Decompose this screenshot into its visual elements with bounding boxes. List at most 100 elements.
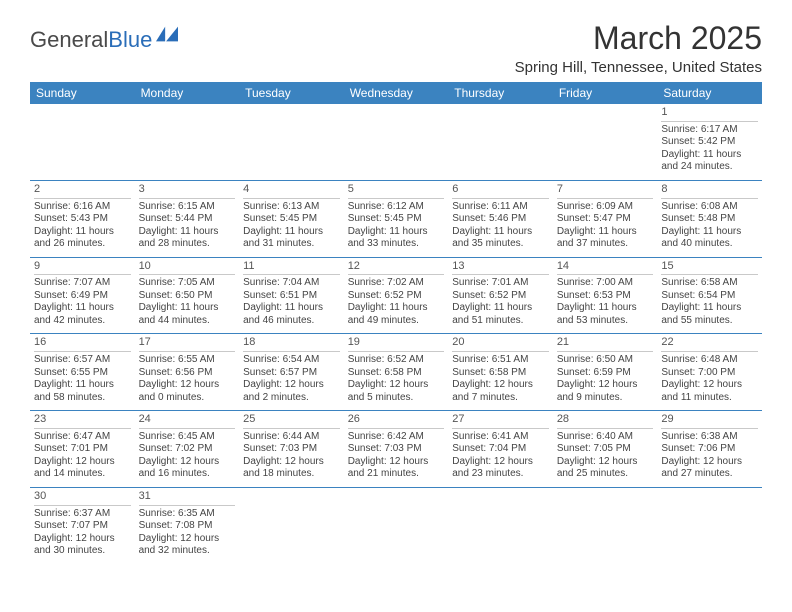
day-number: 24 [139, 413, 236, 429]
calendar-cell: 13Sunrise: 7:01 AMSunset: 6:52 PMDayligh… [448, 257, 553, 334]
sunrise-text: Sunrise: 6:40 AM [557, 431, 654, 444]
day-number: 11 [243, 260, 340, 276]
calendar-cell: 15Sunrise: 6:58 AMSunset: 6:54 PMDayligh… [657, 257, 762, 334]
sunrise-text: Sunrise: 6:37 AM [34, 508, 131, 521]
sunset-text: Sunset: 7:06 PM [661, 443, 758, 456]
sunset-text: Sunset: 6:52 PM [348, 290, 445, 303]
header: GeneralBlue March 2025 Spring Hill, Tenn… [30, 20, 762, 76]
day-number: 5 [348, 183, 445, 199]
brand-logo: GeneralBlue [30, 26, 178, 54]
calendar-row: 1Sunrise: 6:17 AMSunset: 5:42 PMDaylight… [30, 104, 762, 180]
day-number: 19 [348, 336, 445, 352]
calendar-cell: 1Sunrise: 6:17 AMSunset: 5:42 PMDaylight… [657, 104, 762, 180]
calendar-cell [553, 487, 658, 563]
calendar-cell: 18Sunrise: 6:54 AMSunset: 6:57 PMDayligh… [239, 334, 344, 411]
day-number: 2 [34, 183, 131, 199]
sunrise-text: Sunrise: 7:01 AM [452, 277, 549, 290]
sunrise-text: Sunrise: 6:44 AM [243, 431, 340, 444]
calendar-cell: 27Sunrise: 6:41 AMSunset: 7:04 PMDayligh… [448, 411, 553, 488]
sunset-text: Sunset: 5:46 PM [452, 213, 549, 226]
day-number: 30 [34, 490, 131, 506]
sunset-text: Sunset: 5:48 PM [661, 213, 758, 226]
sunset-text: Sunset: 6:49 PM [34, 290, 131, 303]
day-number: 21 [557, 336, 654, 352]
daylight-text: Daylight: 11 hours and 28 minutes. [139, 226, 236, 251]
day-number: 31 [139, 490, 236, 506]
daylight-text: Daylight: 11 hours and 37 minutes. [557, 226, 654, 251]
calendar-cell: 30Sunrise: 6:37 AMSunset: 7:07 PMDayligh… [30, 487, 135, 563]
day-number: 12 [348, 260, 445, 276]
sunset-text: Sunset: 6:58 PM [348, 367, 445, 380]
daylight-text: Daylight: 12 hours and 5 minutes. [348, 379, 445, 404]
weekday-header: Sunday [30, 82, 135, 104]
calendar-table: Sunday Monday Tuesday Wednesday Thursday… [30, 82, 762, 564]
daylight-text: Daylight: 11 hours and 35 minutes. [452, 226, 549, 251]
daylight-text: Daylight: 11 hours and 33 minutes. [348, 226, 445, 251]
calendar-row: 16Sunrise: 6:57 AMSunset: 6:55 PMDayligh… [30, 334, 762, 411]
calendar-cell: 24Sunrise: 6:45 AMSunset: 7:02 PMDayligh… [135, 411, 240, 488]
sunset-text: Sunset: 5:45 PM [243, 213, 340, 226]
daylight-text: Daylight: 11 hours and 46 minutes. [243, 302, 340, 327]
sunrise-text: Sunrise: 6:50 AM [557, 354, 654, 367]
sunrise-text: Sunrise: 6:15 AM [139, 201, 236, 214]
calendar-cell: 29Sunrise: 6:38 AMSunset: 7:06 PMDayligh… [657, 411, 762, 488]
daylight-text: Daylight: 12 hours and 7 minutes. [452, 379, 549, 404]
calendar-cell [135, 104, 240, 180]
sunrise-text: Sunrise: 6:11 AM [452, 201, 549, 214]
day-number: 10 [139, 260, 236, 276]
sunrise-text: Sunrise: 7:00 AM [557, 277, 654, 290]
sunrise-text: Sunrise: 6:45 AM [139, 431, 236, 444]
daylight-text: Daylight: 11 hours and 49 minutes. [348, 302, 445, 327]
daylight-text: Daylight: 12 hours and 9 minutes. [557, 379, 654, 404]
calendar-cell: 20Sunrise: 6:51 AMSunset: 6:58 PMDayligh… [448, 334, 553, 411]
daylight-text: Daylight: 11 hours and 44 minutes. [139, 302, 236, 327]
daylight-text: Daylight: 11 hours and 51 minutes. [452, 302, 549, 327]
sunrise-text: Sunrise: 6:57 AM [34, 354, 131, 367]
sunset-text: Sunset: 6:57 PM [243, 367, 340, 380]
calendar-cell: 6Sunrise: 6:11 AMSunset: 5:46 PMDaylight… [448, 180, 553, 257]
day-number: 23 [34, 413, 131, 429]
day-number: 20 [452, 336, 549, 352]
weekday-header: Saturday [657, 82, 762, 104]
sunset-text: Sunset: 5:42 PM [661, 136, 758, 149]
day-number: 26 [348, 413, 445, 429]
sunset-text: Sunset: 6:53 PM [557, 290, 654, 303]
calendar-cell: 22Sunrise: 6:48 AMSunset: 7:00 PMDayligh… [657, 334, 762, 411]
sunset-text: Sunset: 5:45 PM [348, 213, 445, 226]
daylight-text: Daylight: 11 hours and 53 minutes. [557, 302, 654, 327]
calendar-cell [344, 104, 449, 180]
day-number: 27 [452, 413, 549, 429]
sunset-text: Sunset: 7:08 PM [139, 520, 236, 533]
daylight-text: Daylight: 11 hours and 26 minutes. [34, 226, 131, 251]
sunrise-text: Sunrise: 7:02 AM [348, 277, 445, 290]
calendar-cell: 23Sunrise: 6:47 AMSunset: 7:01 PMDayligh… [30, 411, 135, 488]
weekday-header: Monday [135, 82, 240, 104]
day-number: 8 [661, 183, 758, 199]
sunset-text: Sunset: 6:59 PM [557, 367, 654, 380]
calendar-cell: 7Sunrise: 6:09 AMSunset: 5:47 PMDaylight… [553, 180, 658, 257]
brand-part1: General [30, 27, 108, 53]
daylight-text: Daylight: 12 hours and 0 minutes. [139, 379, 236, 404]
sunset-text: Sunset: 5:47 PM [557, 213, 654, 226]
calendar-row: 9Sunrise: 7:07 AMSunset: 6:49 PMDaylight… [30, 257, 762, 334]
day-number: 4 [243, 183, 340, 199]
day-number: 28 [557, 413, 654, 429]
daylight-text: Daylight: 11 hours and 42 minutes. [34, 302, 131, 327]
sunset-text: Sunset: 6:56 PM [139, 367, 236, 380]
calendar-cell [30, 104, 135, 180]
calendar-cell: 4Sunrise: 6:13 AMSunset: 5:45 PMDaylight… [239, 180, 344, 257]
weekday-header: Thursday [448, 82, 553, 104]
day-number: 3 [139, 183, 236, 199]
brand-part2: Blue [108, 27, 152, 53]
calendar-cell [448, 104, 553, 180]
sunrise-text: Sunrise: 6:47 AM [34, 431, 131, 444]
sunrise-text: Sunrise: 6:08 AM [661, 201, 758, 214]
calendar-cell [553, 104, 658, 180]
calendar-row: 30Sunrise: 6:37 AMSunset: 7:07 PMDayligh… [30, 487, 762, 563]
calendar-row: 23Sunrise: 6:47 AMSunset: 7:01 PMDayligh… [30, 411, 762, 488]
sunset-text: Sunset: 5:43 PM [34, 213, 131, 226]
daylight-text: Daylight: 11 hours and 55 minutes. [661, 302, 758, 327]
daylight-text: Daylight: 12 hours and 11 minutes. [661, 379, 758, 404]
daylight-text: Daylight: 12 hours and 18 minutes. [243, 456, 340, 481]
sunrise-text: Sunrise: 6:41 AM [452, 431, 549, 444]
